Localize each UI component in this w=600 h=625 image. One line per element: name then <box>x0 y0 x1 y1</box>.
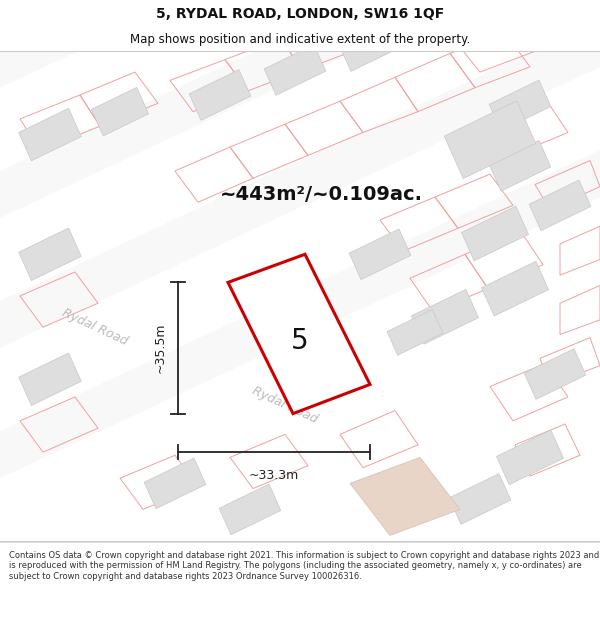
Text: Rydal Road: Rydal Road <box>60 306 130 348</box>
Polygon shape <box>264 44 326 95</box>
Text: ~33.3m: ~33.3m <box>249 469 299 481</box>
Polygon shape <box>0 150 600 478</box>
Polygon shape <box>387 309 443 355</box>
Polygon shape <box>444 101 536 179</box>
Polygon shape <box>19 353 81 406</box>
Text: 5: 5 <box>291 327 309 355</box>
Polygon shape <box>91 88 149 136</box>
Text: 5, RYDAL ROAD, LONDON, SW16 1QF: 5, RYDAL ROAD, LONDON, SW16 1QF <box>156 8 444 21</box>
Polygon shape <box>350 458 460 536</box>
Polygon shape <box>19 228 81 281</box>
Polygon shape <box>414 0 476 48</box>
Polygon shape <box>481 261 548 316</box>
Polygon shape <box>496 430 563 484</box>
Polygon shape <box>449 474 511 524</box>
Polygon shape <box>144 458 206 509</box>
Polygon shape <box>0 0 600 88</box>
Polygon shape <box>349 229 411 279</box>
Polygon shape <box>0 20 600 348</box>
Polygon shape <box>189 69 251 120</box>
Text: ~443m²/~0.109ac.: ~443m²/~0.109ac. <box>220 186 423 204</box>
Polygon shape <box>461 206 529 261</box>
Polygon shape <box>489 80 551 131</box>
Polygon shape <box>0 0 600 218</box>
Text: ~35.5m: ~35.5m <box>154 322 167 373</box>
Text: Map shows position and indicative extent of the property.: Map shows position and indicative extent… <box>130 34 470 46</box>
Polygon shape <box>524 349 586 399</box>
Text: Rydal Road: Rydal Road <box>250 384 320 426</box>
Polygon shape <box>339 21 401 71</box>
Polygon shape <box>529 180 591 231</box>
Polygon shape <box>228 254 370 414</box>
Polygon shape <box>412 289 479 344</box>
Polygon shape <box>219 484 281 535</box>
Polygon shape <box>489 141 551 191</box>
Text: Contains OS data © Crown copyright and database right 2021. This information is : Contains OS data © Crown copyright and d… <box>9 551 599 581</box>
Polygon shape <box>19 108 81 161</box>
